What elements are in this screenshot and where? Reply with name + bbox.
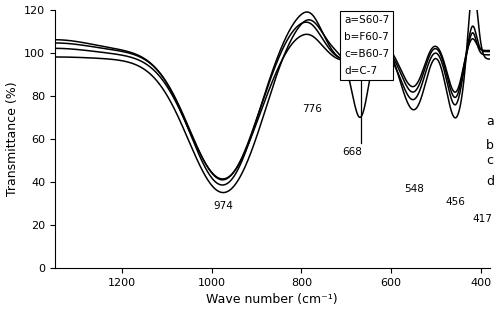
Y-axis label: Transmittance (%): Transmittance (%) [6, 81, 18, 196]
Text: 456: 456 [446, 197, 466, 207]
X-axis label: Wave number (cm⁻¹): Wave number (cm⁻¹) [206, 294, 338, 306]
Text: 548: 548 [404, 184, 424, 194]
Text: a: a [486, 115, 494, 128]
Text: a=S60-7
b=F60-7
c=B60-7
d=C-7: a=S60-7 b=F60-7 c=B60-7 d=C-7 [344, 15, 390, 76]
Text: b: b [486, 139, 494, 152]
Text: d: d [486, 175, 494, 188]
Text: 974: 974 [214, 201, 234, 211]
Text: c: c [486, 154, 493, 167]
Text: 776: 776 [302, 105, 322, 115]
Text: 417: 417 [472, 214, 492, 224]
Text: 668: 668 [342, 148, 362, 158]
